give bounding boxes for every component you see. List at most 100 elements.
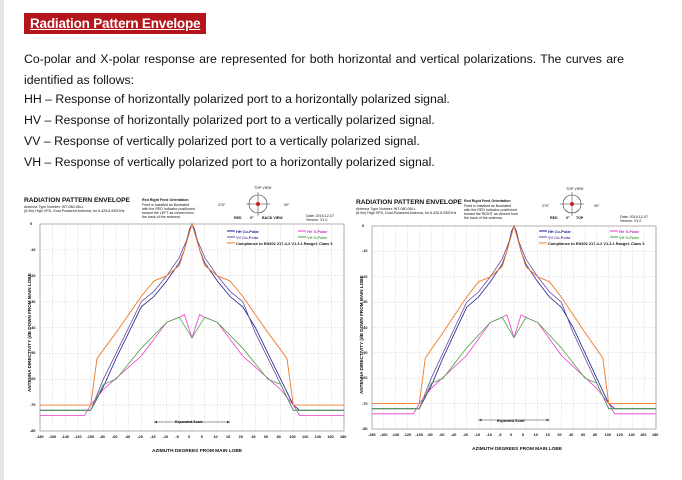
section-heading: Radiation Pattern Envelope: [24, 13, 207, 34]
arrow-head-right: [227, 420, 230, 424]
x-tick-label: -20: [137, 435, 143, 439]
chart-date: Date: 2019-12-07: [620, 215, 648, 219]
x-tick-label: 15: [226, 435, 231, 439]
x-tick-label: -20: [462, 433, 469, 437]
legend-compliance: Compliance to EN302 217-4-2 V1.3.1 Range…: [236, 241, 333, 246]
y-tick-label: -40: [362, 325, 368, 330]
y-tick-label: -50: [362, 350, 368, 355]
y-tick-label: -30: [30, 299, 36, 304]
side-label-90: 90°: [284, 203, 290, 207]
legend-vv: VV Co-Polar: [236, 235, 259, 240]
x-tick-label: 10: [213, 435, 218, 439]
expanded-scale-label: Expanded Scale: [175, 420, 203, 424]
legend-compliance: Compliance to EN302 217-4-2 V1.3.1 Range…: [548, 241, 645, 246]
x-tick-label: -15: [474, 433, 481, 437]
x-tick-label: -10: [162, 435, 169, 439]
y-tick-label: -50: [30, 351, 36, 356]
x-tick-label: -5: [175, 435, 179, 439]
chart-title: RADIATION PATTERN ENVELOPE: [356, 199, 462, 206]
x-tick-label: 140: [628, 433, 635, 437]
y-tick-label: -70: [362, 401, 368, 406]
feed-line-4: the back of the antenna.: [142, 215, 181, 219]
arrow-head-left: [154, 420, 157, 424]
x-tick-label: -100: [415, 433, 423, 437]
chart-subtitle-2: (6.0m) High XPD, Dual-Polarized Antenna,…: [356, 211, 457, 215]
x-tick-label: 20: [238, 435, 243, 439]
expanded-scale-label: Expanded Scale: [497, 419, 525, 423]
y-tick-label: -60: [30, 377, 36, 382]
feed-line-1: Feed is installed as illustrated: [142, 203, 190, 207]
intro-paragraph: Co-polar and X-polar response are repres…: [24, 52, 624, 87]
x-tick-label: 160: [640, 433, 647, 437]
feed-line-3: toward the LEFT as viewed from: [142, 211, 194, 215]
x-tick-label: -120: [403, 433, 412, 437]
feed-title: Red Right Feed Orientation: [464, 199, 511, 203]
arrow-head-right: [546, 418, 550, 422]
chart-canvas: [39, 192, 345, 432]
y-tick-label: 0: [362, 224, 365, 228]
y-tick-label: -70: [30, 403, 36, 408]
radiation-chart-left: RADIATION PATTERN ENVELOPE Antenna Type …: [22, 186, 354, 456]
y-tick-label: -40: [30, 325, 36, 330]
bottom-label-view: BACK VIEW: [262, 216, 283, 220]
legend-vh: VH X-Polar: [619, 235, 640, 240]
legend-vv: VV Co-Polar: [548, 235, 571, 240]
x-tick-label: 40: [569, 433, 574, 437]
legend-hh: HH Co-Polar: [548, 229, 571, 234]
x-tick-label: -180: [368, 433, 376, 437]
y-tick-label: -60: [362, 376, 368, 381]
bottom-label-view: TOP: [576, 216, 584, 220]
x-tick-label: 60: [581, 433, 586, 437]
y-tick-label: -10: [362, 249, 368, 254]
x-tick-label: 180: [340, 435, 347, 439]
legend-hv: HV X-Polar: [619, 229, 640, 234]
radiation-chart-right: RADIATION PATTERN ENVELOPE Antenna Type …: [356, 186, 682, 456]
x-tick-label: 5: [521, 433, 524, 437]
x-tick-label: -180: [36, 435, 44, 439]
x-tick-label: 140: [314, 435, 321, 439]
x-tick-label: 100: [604, 433, 611, 437]
feed-title: Red Right Feed Orientation: [142, 198, 189, 202]
x-tick-label: -160: [48, 435, 57, 439]
feed-line-4: the back of the antenna.: [464, 216, 503, 220]
x-tick-label: -10: [486, 433, 492, 437]
series-line-compliance-to-en302-217-4-2-v1-3-1-range1-class-3: [372, 224, 656, 405]
x-tick-label: 40: [251, 435, 256, 439]
x-tick-label: -140: [61, 435, 69, 439]
x-tick-label: -5: [498, 433, 502, 437]
x-tick-label: 5: [200, 435, 203, 439]
bottom-label-red: RED: [234, 216, 242, 220]
series-line-vh-x-polar: [40, 316, 344, 411]
y-tick-label: -20: [30, 273, 36, 278]
bottom-label-deg: 0°: [250, 216, 254, 220]
definition-vv: VV – Response of vertically polarized po…: [24, 134, 420, 148]
y-axis-label: ANTENNA DIRECTIVITY (dB DOWN FROM MAIN L…: [27, 273, 32, 392]
x-tick-label: -140: [391, 433, 400, 437]
y-tick-label: -30: [362, 300, 368, 305]
chart-version: Version: V1.0: [306, 218, 328, 222]
chart-canvas: [371, 192, 657, 430]
x-tick-label: -40: [124, 435, 131, 439]
definition-hv: HV – Response of horizontally polarized …: [24, 113, 435, 127]
arrow-head-left: [478, 418, 482, 422]
chart-subtitle-2: (6.0m) High XPD, Dual-Polarized Antenna,…: [24, 209, 125, 213]
x-tick-label: -80: [99, 435, 105, 439]
x-tick-label: 0: [188, 435, 191, 439]
x-tick-label: -15: [150, 435, 156, 439]
top-view-label: TOP VIEW: [254, 186, 272, 190]
feed-indicator-icon: [256, 202, 260, 206]
x-tick-label: 80: [592, 433, 598, 437]
x-axis-label: AZIMUTH DEGREES FROM MAIN LOBE: [152, 449, 243, 454]
definition-hh: HH – Response of horizontally polarized …: [24, 92, 450, 106]
bottom-label-deg: 0°: [566, 216, 570, 220]
x-tick-label: -100: [86, 435, 95, 439]
y-tick-label: 0: [30, 222, 33, 226]
y-tick-label: -80: [362, 427, 368, 431]
series-line-vh-x-polar: [372, 316, 656, 410]
chart-version: Version: V1.0: [620, 219, 642, 223]
y-tick-label: -10: [30, 247, 36, 252]
x-tick-label: 60: [264, 435, 269, 439]
side-label-90: 90°: [594, 204, 600, 208]
chart-subtitle-1: Antenna Type Number: WT-080-06LL: [356, 207, 416, 211]
side-label-270: 270°: [218, 203, 226, 207]
